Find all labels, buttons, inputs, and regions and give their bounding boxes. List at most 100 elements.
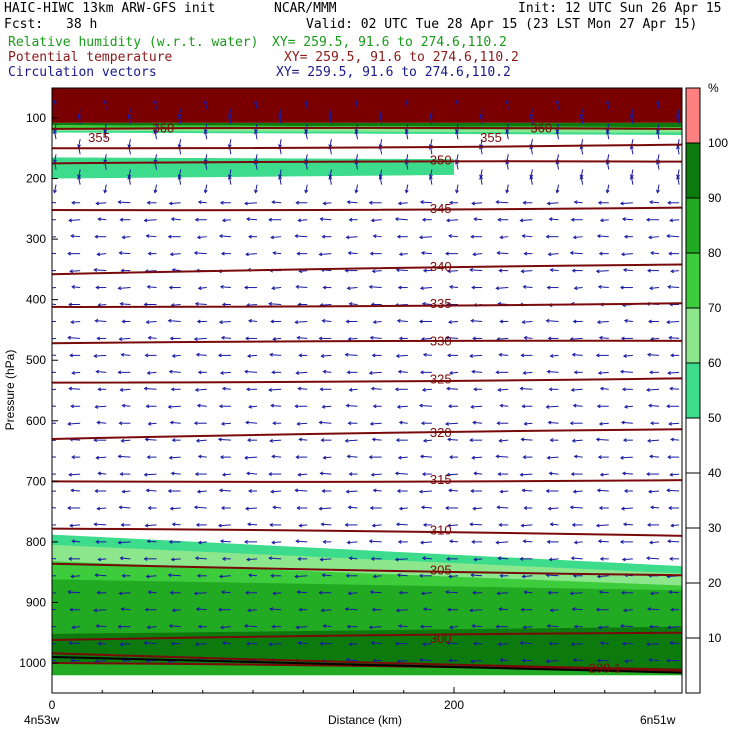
vector-arrow <box>396 318 408 323</box>
y-tick-label: 1000 <box>19 656 46 670</box>
vector-arrow <box>296 590 308 595</box>
field-theta-xy: XY= 259.5, 91.6 to 274.6,110.2 <box>284 50 519 65</box>
vector-arrow <box>548 217 559 222</box>
vector-arrow <box>296 335 308 340</box>
vector-arrow <box>619 201 633 206</box>
vector-arrow <box>94 318 107 323</box>
vector-arrow <box>505 99 510 110</box>
vector-arrow <box>570 472 583 477</box>
theta-contour <box>52 263 682 276</box>
vector-arrow <box>668 590 680 595</box>
vector-arrow <box>297 556 308 561</box>
vector-arrow <box>520 437 533 442</box>
vector-arrow <box>321 318 332 323</box>
vector-arrow <box>455 184 459 194</box>
vector-arrow <box>195 438 207 443</box>
vector-arrow <box>470 489 483 493</box>
vector-arrow <box>53 99 57 110</box>
vector-arrow <box>520 269 533 274</box>
vector-arrow <box>245 252 258 257</box>
vector-arrow <box>147 506 157 510</box>
contour-label: 355 <box>480 130 502 145</box>
x-tick-label: 0 <box>49 698 56 712</box>
vector-arrow <box>676 139 680 149</box>
vector-arrow <box>419 624 432 629</box>
vector-arrow <box>171 608 181 613</box>
vector-arrow <box>371 437 382 442</box>
vector-arrow <box>244 455 258 460</box>
vector-arrow <box>219 284 231 289</box>
vector-arrow <box>473 641 483 646</box>
colorbar-frame <box>685 87 701 694</box>
vector-arrow <box>495 454 509 459</box>
vector-arrow <box>418 489 432 494</box>
vector-arrow <box>270 235 282 240</box>
vector-arrow <box>470 234 483 239</box>
vector-arrow <box>177 115 182 125</box>
vector-arrow <box>597 539 609 544</box>
vector-arrow <box>294 320 308 325</box>
vector-arrow <box>177 139 182 149</box>
vector-arrow <box>469 267 483 272</box>
vector-arrow <box>248 573 258 578</box>
vector-arrow <box>95 285 107 290</box>
vector-arrow <box>529 175 534 185</box>
vector-arrow <box>570 556 583 561</box>
vector-arrow <box>621 557 633 562</box>
vector-arrow <box>168 201 181 206</box>
vector-arrow <box>448 404 459 409</box>
vector-arrow <box>421 217 432 222</box>
vector-arrow <box>372 404 382 409</box>
vector-arrow <box>347 251 358 256</box>
vector-arrow <box>118 251 131 255</box>
vector-arrow <box>605 184 610 194</box>
vector-arrow <box>52 371 57 373</box>
vector-arrow <box>168 624 181 629</box>
vector-arrow <box>196 489 207 494</box>
field-rh-name: Relative humidity (w.r.t. water) <box>8 35 259 50</box>
vector-arrow <box>118 591 131 596</box>
vector-arrow <box>304 130 309 140</box>
vector-arrow <box>203 184 208 194</box>
vector-arrow <box>669 386 680 391</box>
vector-arrow <box>676 175 680 185</box>
vector-arrow <box>455 160 459 170</box>
vector-arrow <box>194 472 207 477</box>
theta-contour <box>52 143 682 150</box>
vector-arrow <box>394 557 408 562</box>
vector-arrow <box>571 522 583 527</box>
vector-arrow <box>667 455 680 460</box>
vector-arrow <box>117 540 131 545</box>
vector-arrow <box>555 160 560 170</box>
vector-arrow <box>368 539 382 544</box>
vector-arrow <box>419 454 432 459</box>
vector-arrow <box>595 353 609 358</box>
vector-arrow <box>656 130 660 140</box>
vector-arrow <box>546 201 559 206</box>
vector-arrow <box>623 489 633 493</box>
model-title: HAIC-HIWC 13km ARW-GFS init <box>4 1 216 16</box>
vector-arrow <box>93 608 107 613</box>
vector-arrow <box>145 320 157 325</box>
rh-region-4 <box>52 130 682 135</box>
vector-arrow <box>547 506 559 511</box>
vector-arrow <box>370 472 382 477</box>
colorbar: 10 20 30 40 50 60 70 80 90 100 <box>685 87 728 694</box>
vector-arrow <box>119 472 131 477</box>
vector-arrow <box>295 370 308 375</box>
vector-arrow <box>572 489 583 494</box>
vector-arrow <box>320 522 332 527</box>
vector-arrow <box>523 335 533 340</box>
vector-arrow <box>605 99 610 110</box>
vector-arrow <box>599 218 609 223</box>
vector-arrow <box>420 251 432 255</box>
vector-arrow <box>546 455 559 460</box>
vector-arrow <box>395 354 408 358</box>
vector-arrow <box>519 386 533 391</box>
vector-arrow <box>529 145 534 155</box>
vector-arrow <box>521 234 533 239</box>
vector-arrow <box>67 506 81 510</box>
vector-arrow <box>455 130 459 140</box>
vector-arrow <box>170 557 181 562</box>
vector-arrow <box>169 590 181 595</box>
